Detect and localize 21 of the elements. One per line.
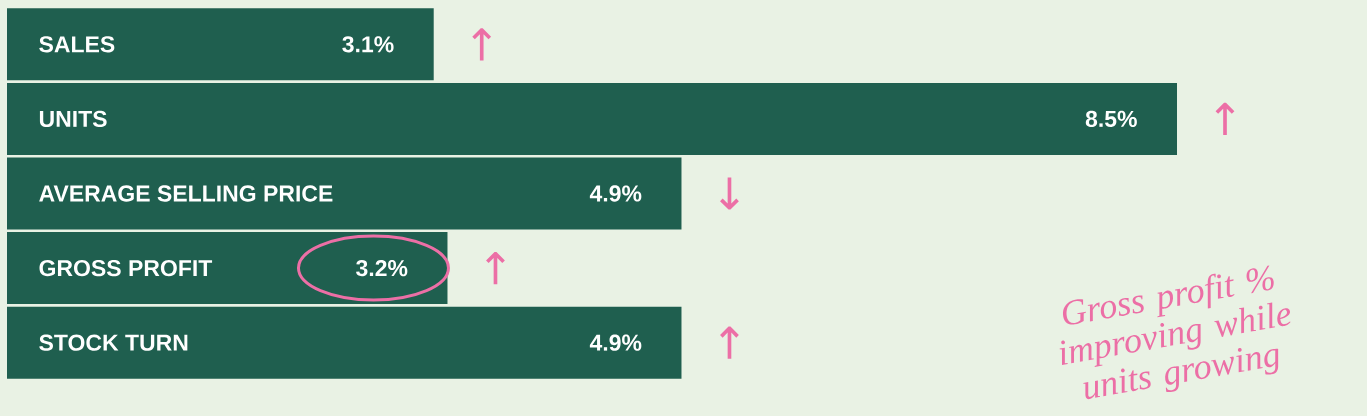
- bar: [7, 8, 434, 81]
- data-label: 3.1%: [342, 36, 394, 53]
- y-tick-label: GROSS PROFIT: [39, 259, 213, 277]
- y-tick-label: UNITS: [39, 110, 107, 128]
- data-label: 4.9%: [589, 185, 642, 202]
- data-label: 3.2%: [356, 259, 408, 277]
- y-tick-label: STOCK TURN: [39, 334, 188, 351]
- annotation: ↓: [720, 177, 739, 210]
- annotation: ↑: [472, 28, 492, 61]
- y-tick-label: AVERAGE SELLING PRICE: [39, 185, 333, 202]
- annotation: ↑: [720, 326, 739, 359]
- data-label: 8.5%: [1085, 110, 1137, 128]
- bar: [7, 157, 682, 230]
- data-label: 4.9%: [589, 334, 642, 351]
- y-tick-label: SALES: [39, 36, 115, 53]
- annotation: ↑: [486, 252, 505, 285]
- bar: [7, 232, 448, 305]
- bar: [7, 306, 682, 379]
- bar: [7, 82, 1178, 155]
- text: ↑: [1215, 102, 1235, 136]
- annotation: Gross profit % improving while units growing: [1059, 265, 1291, 400]
